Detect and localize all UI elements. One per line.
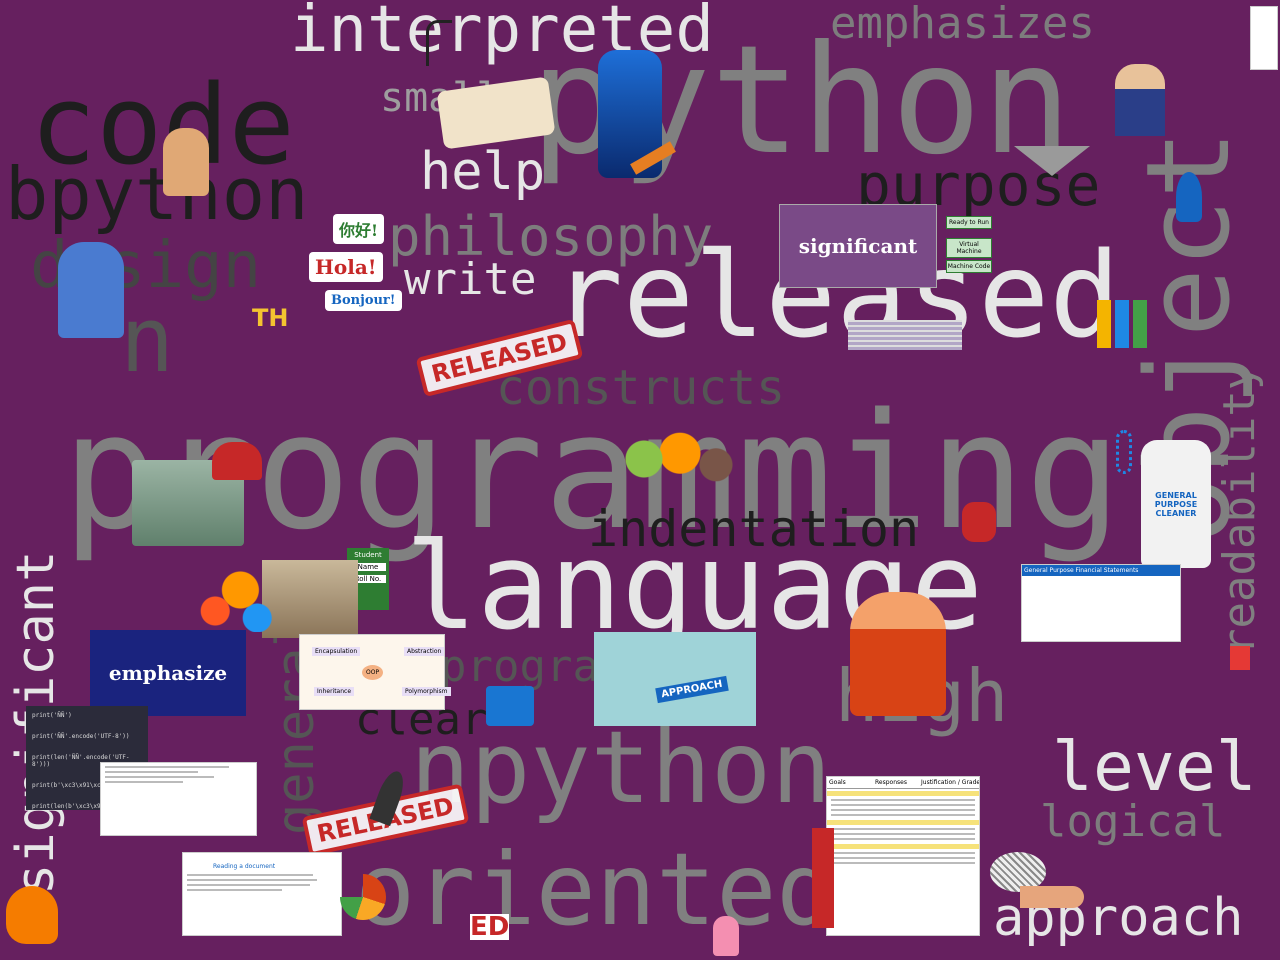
pointing-hand-image — [1020, 886, 1084, 908]
student-name: Name — [350, 563, 386, 571]
cartoon-girl-image — [713, 916, 739, 956]
head-gears-icon — [6, 886, 58, 944]
cartoon-reader-image — [163, 128, 209, 196]
word-n: n — [120, 288, 175, 393]
approach-diagram-image: APPROACH — [594, 632, 756, 726]
significant-slide-image: significant — [779, 204, 937, 288]
document-heading: Reading a document — [213, 863, 276, 870]
bar-chart-icon — [1097, 300, 1147, 348]
vm-box-machine-code: Machine Code — [946, 260, 992, 273]
word-npython: npython — [410, 709, 832, 826]
product-box-image — [812, 828, 834, 928]
oop-abstraction: Abstraction — [404, 647, 445, 656]
word-emphasizes: emphasizes — [830, 0, 1095, 49]
th-text: TH — [252, 304, 289, 332]
emphasize-slide-title: emphasize — [108, 661, 228, 685]
code-line-1: print('ÑÑ') — [32, 712, 72, 719]
cleaner-bottle-image: GENERAL PURPOSE CLEANER — [1141, 440, 1211, 568]
oop-encapsulation: Encapsulation — [312, 647, 361, 656]
ide-screenshot-image — [100, 762, 257, 836]
student-roll: Roll No. — [350, 575, 386, 583]
vm-box-virtual-machine: Virtual Machine — [946, 238, 992, 258]
microphone-icon — [962, 502, 996, 542]
code-line-3: print(len('ÑÑ'.encode('UTF-8'))) — [32, 754, 130, 768]
word-write: write — [404, 254, 537, 305]
table-col-goals: Goals — [829, 779, 846, 786]
oop-inheritance: Inheritance — [314, 687, 355, 696]
colorful-logo-image — [190, 562, 274, 632]
colorful-shapes-image — [620, 430, 740, 488]
word-philosophy: philosophy — [388, 205, 714, 268]
painting-image — [262, 560, 358, 638]
laptop-chart-icon — [486, 686, 534, 726]
significant-slide-title: significant — [798, 234, 918, 258]
word-oriented: oriented — [355, 831, 837, 948]
gauge-image — [340, 874, 386, 920]
code-line-5: print(len(b'\xc3\x91\xc3\x91' — [32, 803, 137, 810]
cleaner-label: GENERAL PURPOSE CLEANER — [1154, 490, 1198, 518]
text-strip-image — [848, 320, 962, 350]
oop-polymorphism: Polymorphism — [402, 687, 451, 696]
word-logical: logical — [1040, 796, 1226, 847]
red-mailbox-image — [212, 442, 262, 480]
word-code: code — [30, 61, 295, 189]
emphasize-slide-image: emphasize — [90, 630, 246, 716]
table-col-responses: Responses — [875, 779, 907, 786]
code-line-4: print(b'\xc3\x91\xc3\x91'.decode — [32, 782, 148, 789]
dart-figure-image — [1176, 172, 1202, 222]
red-letter-icon — [1230, 646, 1250, 670]
student-title: Student — [354, 551, 382, 559]
grading-table-image: Goals Responses Justification / Grade In… — [826, 776, 980, 936]
vm-box-ready: Ready to Run — [946, 216, 992, 229]
woman-photo-image — [1115, 64, 1165, 136]
cartoon-books-image — [850, 592, 946, 716]
hola-badge: Hola! — [309, 252, 383, 282]
oop-diagram-image: Encapsulation Abstraction OOP Inheritanc… — [299, 634, 451, 710]
triangle-outline-icon — [1014, 146, 1090, 176]
word-indentation: indentation — [588, 500, 920, 558]
nihao-badge: 你好! — [333, 214, 385, 244]
financial-statements-image: General Purpose Financial Statements — [1021, 564, 1181, 642]
document-screenshot-image: Reading a document — [182, 852, 342, 936]
oop-center: OOP — [362, 665, 384, 680]
financial-title: General Purpose Financial Statements — [1022, 565, 1180, 576]
table-col-justification: Justification / Grade Information — [921, 779, 979, 786]
word-help: help — [420, 142, 546, 202]
blue-squiggle-icon — [1116, 430, 1132, 474]
bonjour-badge: Bonjour! — [325, 290, 402, 311]
word-constructs: constructs — [496, 360, 785, 416]
code-line-2: print('ÑÑ'.encode('UTF-8')) — [32, 733, 130, 740]
approach-diagram-label: APPROACH — [655, 675, 729, 704]
small-document-image — [1250, 6, 1278, 70]
stick-figure-image — [426, 20, 452, 66]
word-bpython: bpython — [5, 152, 309, 236]
cartoon-programmer-image — [58, 242, 124, 338]
word-readability: readability — [1214, 363, 1265, 655]
ed-text: ED — [470, 912, 510, 942]
yarn-ball-image — [990, 852, 1046, 892]
word-level: level — [1052, 728, 1257, 807]
